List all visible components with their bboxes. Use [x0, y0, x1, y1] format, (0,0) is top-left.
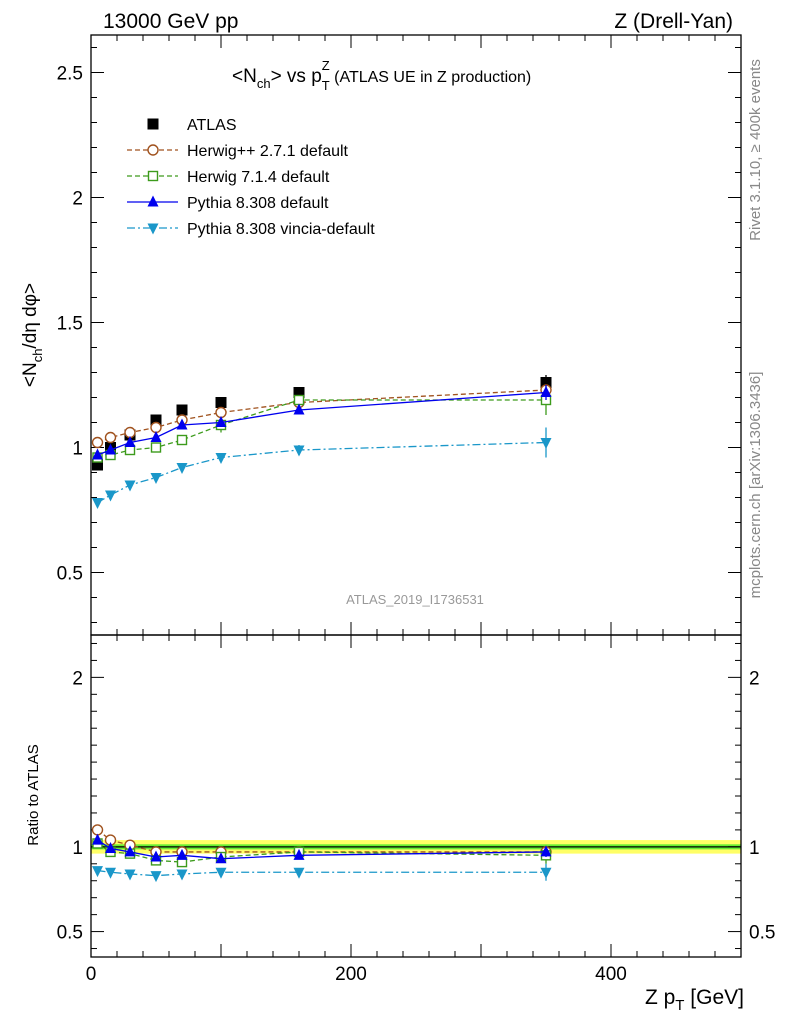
- main-data-point: [176, 418, 188, 430]
- ratio-data-point: [150, 850, 162, 862]
- ratio-data-point: [92, 866, 103, 878]
- main-data-point: [293, 445, 305, 457]
- ratio-frame: [90, 634, 742, 958]
- ratio-series-line-3: [97, 869, 546, 877]
- legend-marker: [147, 223, 159, 235]
- ratio-data-point: [540, 845, 552, 857]
- main-ytick-label: 2.5: [57, 64, 83, 85]
- main-series-line-3: [97, 391, 547, 456]
- main-ytick-label: 1: [72, 439, 83, 460]
- ratio-ytick-label: 1: [72, 838, 83, 859]
- x-tick-label: 200: [335, 964, 367, 985]
- header-left: 13000 GeV pp: [103, 10, 238, 33]
- legend-marker: [147, 195, 159, 207]
- rivet-label: Rivet 3.1.10, ≥ 400k events: [747, 59, 764, 241]
- main-ytick-label: 0.5: [57, 564, 83, 585]
- ratio-data-point: [293, 848, 305, 860]
- analysis-watermark: ATLAS_2019_I1736531: [346, 592, 484, 607]
- legend-marker: [147, 170, 159, 182]
- main-panel: 0.5 1 1.5 2 2.5: [57, 34, 742, 636]
- main-data-point: [176, 434, 188, 446]
- main-data-point: [215, 416, 227, 427]
- ratio-ylabel: Ratio to ATLAS: [25, 744, 42, 845]
- main-data-point: [176, 463, 188, 474]
- main-data-point: [92, 448, 103, 460]
- legend-label: ATLAS: [187, 117, 237, 134]
- ratio-ytick-label-right: 2: [749, 668, 760, 689]
- legend-label: Pythia 8.308 vincia-default: [187, 221, 375, 238]
- ratio-ytick-label: 0.5: [57, 923, 83, 944]
- main-data-point: [176, 404, 188, 416]
- ratio-ytick-label: 2: [72, 668, 83, 689]
- main-data-point: [124, 480, 136, 492]
- main-ytick-label: 1.5: [57, 314, 83, 335]
- legend-marker: [147, 144, 159, 156]
- main-series-line-4: [97, 441, 547, 504]
- main-data-point: [293, 403, 305, 415]
- ratio-data-point: [105, 842, 116, 854]
- ratio-data-point: [91, 824, 104, 836]
- main-data-point: [105, 490, 116, 502]
- ratio-data-point: [176, 848, 188, 860]
- main-data-point: [124, 436, 136, 447]
- legend-label: Herwig++ 2.7.1 default: [187, 143, 349, 160]
- ratio-data-point: [124, 869, 136, 881]
- header-right: Z (Drell-Yan): [614, 10, 733, 33]
- x-tick-label: 400: [595, 964, 627, 985]
- x-axis-label: Z pT [GeV]: [645, 986, 744, 1014]
- main-data-point: [215, 453, 227, 464]
- legend-label: Herwig 7.1.4 default: [187, 169, 330, 186]
- ratio-data-point: [540, 867, 552, 879]
- ratio-data-point: [105, 867, 116, 879]
- legend-marker: [147, 118, 159, 130]
- main-data-point: [92, 498, 103, 509]
- main-data-point: [293, 394, 305, 406]
- main-data-point: [215, 397, 227, 408]
- main-data-point: [540, 377, 552, 388]
- main-data-point: [540, 386, 552, 397]
- ratio-data-point: [124, 845, 136, 857]
- main-data-point: [92, 459, 103, 471]
- main-ytick-label: 2: [72, 189, 83, 210]
- x-tick-label: 0: [86, 964, 97, 985]
- ratio-data-point: [215, 867, 227, 879]
- main-data-point: [150, 431, 162, 442]
- mcplots-label: mcplots.cern.ch [arXiv:1306.3436]: [747, 372, 764, 599]
- ratio-data-point: [293, 867, 305, 879]
- legend-label: Pythia 8.308 default: [187, 195, 329, 212]
- ratio-data-point: [176, 869, 188, 881]
- ratio-data-point: [215, 852, 227, 864]
- ratio-ytick-label-right: 0.5: [749, 923, 775, 944]
- main-data-point: [540, 438, 552, 449]
- main-data-point: [150, 442, 162, 453]
- ratio-panel: 0.5 0.5 1 1 2 2 0 200 400: [57, 634, 775, 985]
- ratio-ytick-label-right: 1: [749, 838, 760, 859]
- main-data-point: [293, 387, 305, 398]
- ratio-data-point: [92, 833, 103, 845]
- main-data-point: [104, 431, 117, 444]
- legend: ATLAS Herwig++ 2.7.1 default Herwig 7.1.4 …: [127, 117, 375, 238]
- main-data-point: [91, 436, 104, 449]
- main-title: <Nch> vs pZ T (ATLAS UE in Z production): [232, 58, 531, 93]
- main-ylabel: <Nch/dη dφ>: [20, 283, 45, 387]
- main-data-point: [150, 473, 162, 484]
- main-data-point: [105, 443, 116, 455]
- ratio-data-point: [150, 871, 162, 883]
- main-data-point: [150, 414, 162, 426]
